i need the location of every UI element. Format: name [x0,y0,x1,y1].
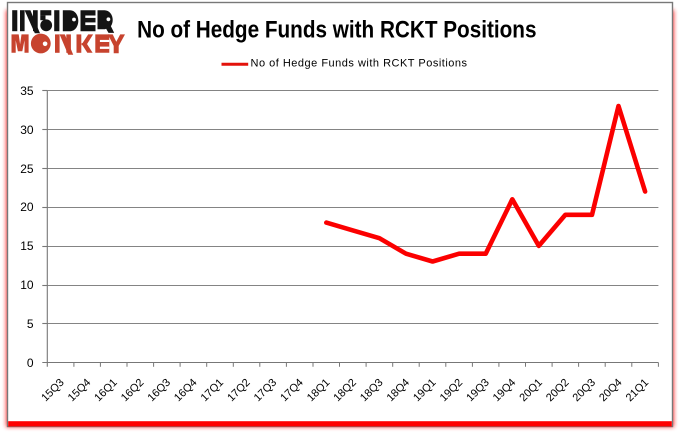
svg-text:10: 10 [20,278,34,292]
svg-text:No of Hedge Funds with RCKT Po: No of Hedge Funds with RCKT Positions [251,58,468,70]
svg-text:5: 5 [27,317,34,331]
svg-text:30: 30 [20,123,34,137]
svg-text:15: 15 [20,239,34,253]
svg-text:35: 35 [20,84,34,98]
svg-text:20: 20 [20,200,34,214]
svg-text:0: 0 [27,356,34,370]
svg-text:25: 25 [20,162,34,176]
svg-text:No of Hedge Funds with RCKT Po: No of Hedge Funds with RCKT Positions [137,16,536,43]
